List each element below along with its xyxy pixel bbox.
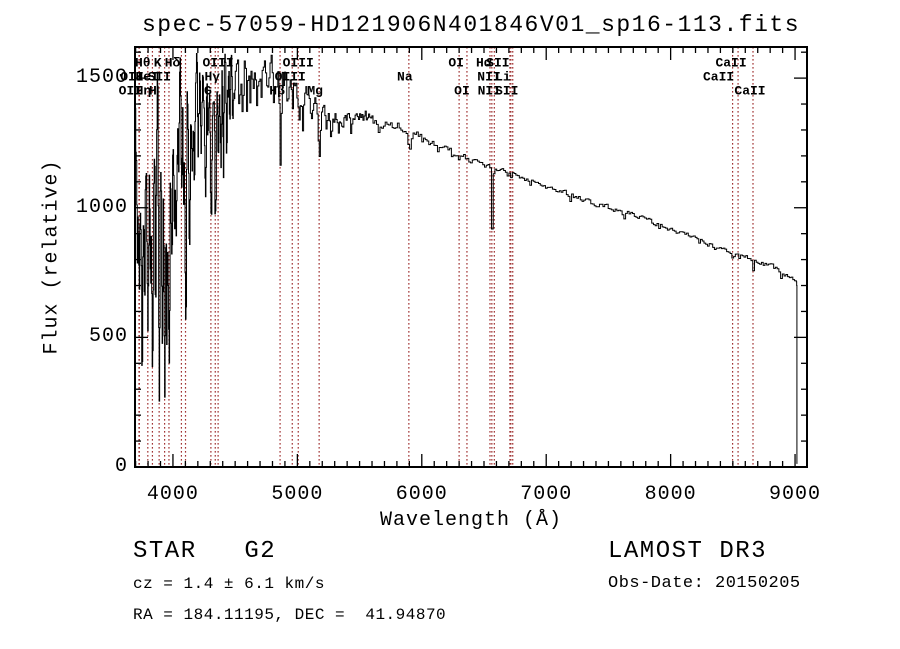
spectrum-trace	[134, 52, 798, 464]
cz-value-label: cz = 1.4 ± 6.1 km/s	[133, 575, 325, 593]
x-axis-title: Wavelength (Å)	[379, 509, 563, 532]
x-tick-label: 9000	[769, 483, 822, 506]
spectral-line-label-CaII-8662: CaII	[734, 83, 765, 98]
obs-date-label: Obs-Date: 20150205	[608, 574, 801, 593]
y-tick-label: 500	[88, 325, 128, 349]
spectral-line-label-SII-6731: SII	[495, 83, 518, 98]
y-tick-label: 1000	[75, 195, 128, 219]
spectral-line-label-NII-6583: NII	[478, 83, 501, 98]
spectral-line-label-Na-5896: Na	[397, 69, 413, 84]
spectral-line-label-OIII-5007: OIII	[283, 55, 314, 70]
spectral-line-label-NII-6548: NII	[477, 69, 500, 84]
axes-box	[134, 46, 808, 468]
spectral-line-label-OII-3727: OII	[120, 69, 143, 84]
plot-title: spec-57059-HD121906N401846V01_sp16-113.f…	[142, 12, 800, 38]
spectral-line-label-G-4305: G	[204, 83, 212, 98]
spectral-line-label-OI-6363: OI	[454, 83, 470, 98]
survey-label: LAMOST DR3	[608, 538, 768, 565]
x-tick-label: 5000	[271, 483, 324, 506]
x-tick-label: 6000	[395, 483, 448, 506]
spectral-line-label-Hθ-3798: Hθ	[135, 55, 151, 70]
spectral-line-label-HeI-3889: HeI	[135, 69, 158, 84]
spectral-line-label-Li-6708: Li	[495, 69, 511, 84]
spectral-line-label-CaII-8542: CaII	[715, 55, 746, 70]
x-tick-label: 7000	[520, 483, 573, 506]
spectral-line-label-Hη-3835: Hη	[136, 83, 152, 98]
spectral-line-label-Hγ-4340: Hγ	[204, 69, 220, 84]
spectral-line-label-H-3968: H	[149, 83, 157, 98]
object-class-label: STAR G2	[133, 538, 277, 565]
spectral-line-label-K-3933: K	[154, 55, 162, 70]
spectral-line-label-OII-3730: OII	[119, 83, 142, 98]
spectral-line-label-OI-6300: OI	[448, 55, 464, 70]
spectral-line-label-CaII-8498: CaII	[703, 69, 734, 84]
spectral-line-label-Hδ-4101: Hδ	[165, 55, 181, 70]
y-tick-label: 0	[114, 455, 128, 478]
x-tick-label: 8000	[644, 483, 697, 506]
spectral-line-label-Mg-5175: Mg	[307, 83, 323, 98]
x-tick-label: 4000	[146, 483, 199, 506]
y-tick-label: 1500	[75, 66, 128, 90]
ra-dec-label: RA = 184.11195, DEC = 41.94870	[133, 606, 447, 624]
spectral-line-label-SII-4068: SII	[148, 69, 171, 84]
spectral-line-label-OIII-4363: OIII	[203, 55, 234, 70]
spectral-line-label-SII-6716: SII	[486, 55, 509, 70]
spectral-line-label-Hα-6563: Hα	[476, 55, 492, 70]
